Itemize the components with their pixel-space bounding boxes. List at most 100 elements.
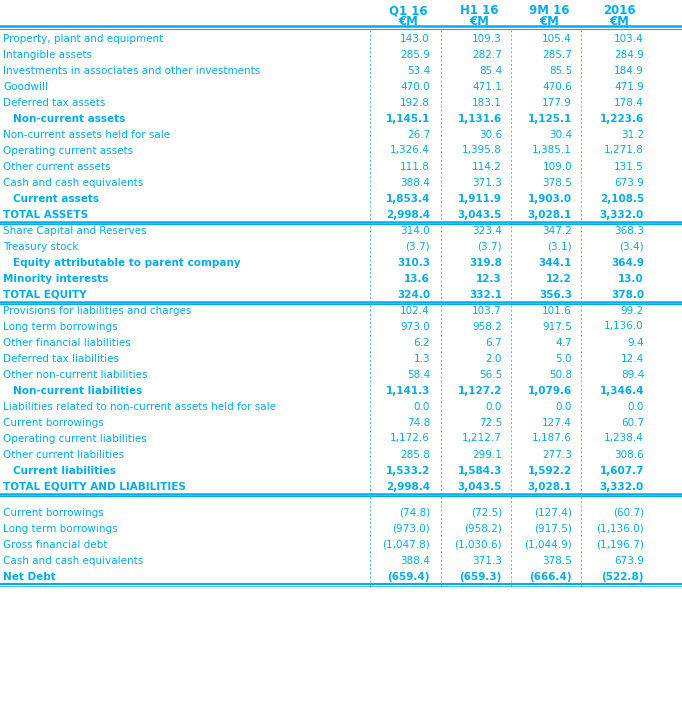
- Text: (3.7): (3.7): [477, 241, 502, 251]
- Text: TOTAL EQUITY AND LIABILITIES: TOTAL EQUITY AND LIABILITIES: [3, 482, 186, 492]
- Text: 356.3: 356.3: [539, 290, 572, 300]
- Text: 1,131.6: 1,131.6: [458, 113, 502, 123]
- Text: 958.2: 958.2: [472, 321, 502, 331]
- Text: 105.4: 105.4: [542, 33, 572, 43]
- Text: 3,332.0: 3,332.0: [599, 482, 644, 492]
- Text: 310.3: 310.3: [397, 258, 430, 267]
- Text: 85.5: 85.5: [549, 66, 572, 76]
- Text: 192.8: 192.8: [400, 97, 430, 108]
- Text: 3,043.5: 3,043.5: [458, 482, 502, 492]
- Text: Other current liabilities: Other current liabilities: [3, 450, 124, 459]
- Text: 1,607.7: 1,607.7: [599, 466, 644, 476]
- Text: 1,903.0: 1,903.0: [528, 193, 572, 204]
- Text: 388.4: 388.4: [400, 555, 430, 565]
- Text: 1,141.3: 1,141.3: [385, 386, 430, 396]
- Text: Operating current assets: Operating current assets: [3, 146, 133, 155]
- Text: 131.5: 131.5: [614, 162, 644, 172]
- Text: Provisions for liabilities and charges: Provisions for liabilities and charges: [3, 305, 192, 316]
- Text: (958.2): (958.2): [464, 523, 502, 534]
- Text: 30.4: 30.4: [549, 129, 572, 139]
- Text: 6.2: 6.2: [413, 337, 430, 347]
- Text: 0.0: 0.0: [627, 401, 644, 412]
- Text: 344.1: 344.1: [539, 258, 572, 267]
- Text: 1,079.6: 1,079.6: [528, 386, 572, 396]
- Text: 368.3: 368.3: [614, 225, 644, 235]
- Text: 378.0: 378.0: [611, 290, 644, 300]
- Text: (1,030.6): (1,030.6): [454, 539, 502, 549]
- Text: €M: €M: [609, 15, 629, 28]
- Text: 1,326.4: 1,326.4: [390, 146, 430, 155]
- Text: 1,592.2: 1,592.2: [528, 466, 572, 476]
- Text: 114.2: 114.2: [472, 162, 502, 172]
- Text: (3.1): (3.1): [548, 241, 572, 251]
- Text: Operating current liabilities: Operating current liabilities: [3, 433, 147, 443]
- Text: Current liabilities: Current liabilities: [13, 466, 116, 476]
- Text: 371.3: 371.3: [472, 555, 502, 565]
- Text: 285.8: 285.8: [400, 450, 430, 459]
- Text: Current borrowings: Current borrowings: [3, 508, 104, 518]
- Text: 12.4: 12.4: [621, 354, 644, 363]
- Text: Deferred tax assets: Deferred tax assets: [3, 97, 106, 108]
- Text: 4.7: 4.7: [555, 337, 572, 347]
- Text: €M: €M: [398, 15, 418, 28]
- Text: Equity attributable to parent company: Equity attributable to parent company: [13, 258, 241, 267]
- Text: 1,584.3: 1,584.3: [458, 466, 502, 476]
- Text: Long term borrowings: Long term borrowings: [3, 523, 117, 534]
- Text: 285.9: 285.9: [400, 50, 430, 59]
- Text: €M: €M: [469, 15, 489, 28]
- Text: 673.9: 673.9: [614, 555, 644, 565]
- Text: 470.0: 470.0: [400, 82, 430, 92]
- Text: Investments in associates and other investments: Investments in associates and other inve…: [3, 66, 261, 76]
- Text: 470.6: 470.6: [542, 82, 572, 92]
- Text: 2,998.4: 2,998.4: [386, 482, 430, 492]
- Text: (72.5): (72.5): [471, 508, 502, 518]
- Text: Long term borrowings: Long term borrowings: [3, 321, 117, 331]
- Text: 1,127.2: 1,127.2: [458, 386, 502, 396]
- Text: 184.9: 184.9: [614, 66, 644, 76]
- Text: 6.7: 6.7: [486, 337, 502, 347]
- Text: 101.6: 101.6: [542, 305, 572, 316]
- Text: (3.7): (3.7): [405, 241, 430, 251]
- Text: (666.4): (666.4): [529, 572, 572, 581]
- Text: 471.1: 471.1: [472, 82, 502, 92]
- Text: 1,911.9: 1,911.9: [458, 193, 502, 204]
- Text: 1,125.1: 1,125.1: [528, 113, 572, 123]
- Text: 0.0: 0.0: [556, 401, 572, 412]
- Text: 53.4: 53.4: [406, 66, 430, 76]
- Text: TOTAL EQUITY: TOTAL EQUITY: [3, 290, 87, 300]
- Text: 5.0: 5.0: [556, 354, 572, 363]
- Text: 277.3: 277.3: [542, 450, 572, 459]
- Text: Non-current liabilities: Non-current liabilities: [13, 386, 143, 396]
- Text: 102.4: 102.4: [400, 305, 430, 316]
- Text: (659.4): (659.4): [387, 572, 430, 581]
- Text: (1,136.0): (1,136.0): [596, 523, 644, 534]
- Text: Cash and cash equivalents: Cash and cash equivalents: [3, 555, 143, 565]
- Text: 1,395.8: 1,395.8: [462, 146, 502, 155]
- Text: 0.0: 0.0: [486, 401, 502, 412]
- Text: (659.3): (659.3): [460, 572, 502, 581]
- Text: 332.1: 332.1: [469, 290, 502, 300]
- Text: (127.4): (127.4): [534, 508, 572, 518]
- Text: Gross financial debt: Gross financial debt: [3, 539, 107, 549]
- Text: 1,533.2: 1,533.2: [386, 466, 430, 476]
- Text: (1,044.9): (1,044.9): [524, 539, 572, 549]
- Text: 3,043.5: 3,043.5: [458, 209, 502, 219]
- Text: 378.5: 378.5: [542, 555, 572, 565]
- Text: 9.4: 9.4: [627, 337, 644, 347]
- Text: 1,145.1: 1,145.1: [385, 113, 430, 123]
- Text: Deferred tax liabilities: Deferred tax liabilities: [3, 354, 119, 363]
- Text: 299.1: 299.1: [472, 450, 502, 459]
- Text: Goodwill: Goodwill: [3, 82, 48, 92]
- Text: 56.5: 56.5: [479, 370, 502, 380]
- Text: 12.3: 12.3: [476, 274, 502, 284]
- Text: 471.9: 471.9: [614, 82, 644, 92]
- Text: 13.6: 13.6: [404, 274, 430, 284]
- Text: 3,332.0: 3,332.0: [599, 209, 644, 219]
- Text: 31.2: 31.2: [621, 129, 644, 139]
- Text: 103.4: 103.4: [614, 33, 644, 43]
- Text: 378.5: 378.5: [542, 178, 572, 188]
- Text: 72.5: 72.5: [479, 417, 502, 427]
- Text: Other financial liabilities: Other financial liabilities: [3, 337, 131, 347]
- Text: 1,853.4: 1,853.4: [385, 193, 430, 204]
- Text: 50.8: 50.8: [549, 370, 572, 380]
